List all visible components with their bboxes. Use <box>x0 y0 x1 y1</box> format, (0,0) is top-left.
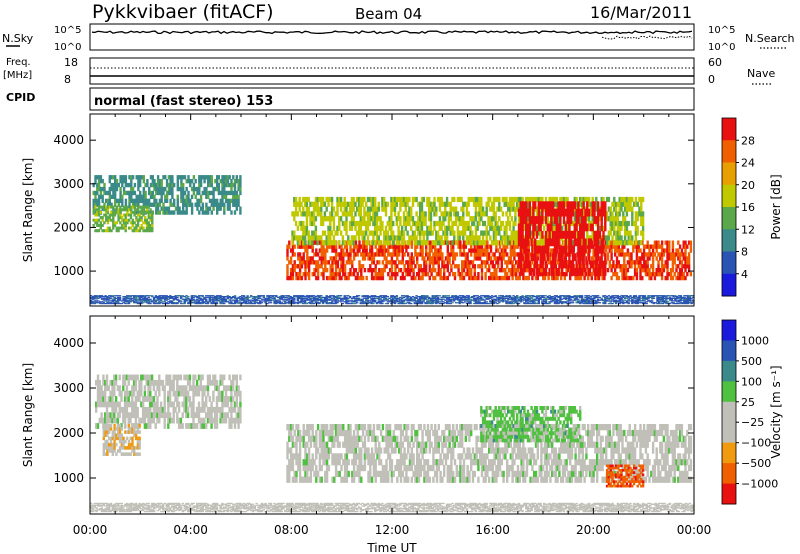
nave-label: Nave <box>747 67 775 80</box>
data-band <box>291 196 645 246</box>
data-band <box>605 464 645 488</box>
colorbar-tick-label: −500 <box>741 457 771 470</box>
nsky-strip: N.Sky 10^5 10^0 10^5 10^0 N.Search <box>2 23 795 53</box>
y-tick-label: 1000 <box>53 264 84 278</box>
colorbar-tick-label: 500 <box>741 355 762 368</box>
data-band <box>517 201 607 276</box>
y-axis-title: Slant Range [km] <box>21 363 35 467</box>
colorbar-tick-label: −25 <box>741 416 764 429</box>
data-band <box>95 374 242 429</box>
colorbar-segment <box>722 483 736 505</box>
colorbar-title: Velocity [m s⁻¹] <box>769 365 783 458</box>
colorbar-tick-label: 8 <box>741 246 748 259</box>
x-tick-label: 12:00 <box>375 523 410 537</box>
colorbar-tick-label: 28 <box>741 134 755 147</box>
data-band <box>90 502 695 513</box>
date-label: 16/Mar/2011 <box>590 3 692 22</box>
nsky-trace <box>91 30 693 35</box>
colorbar-segment <box>722 162 736 186</box>
freq-label-line2: [MHz] <box>3 70 32 81</box>
freq-strip: Freq. [MHz] 18 8 60 0 Nave <box>3 56 775 86</box>
y-tick-label: 1000 <box>53 471 84 485</box>
colorbar-segment <box>722 340 736 362</box>
x-tick-label: 00:00 <box>73 523 108 537</box>
colorbar-segment <box>722 118 736 141</box>
colorbar-segment <box>722 207 736 230</box>
colorbar-tick-label: 20 <box>741 179 755 192</box>
y-tick-label: 2000 <box>53 426 84 440</box>
colorbar-tick-label: 100 <box>741 375 762 388</box>
y-tick-label: 3000 <box>53 177 84 191</box>
colorbar-segment <box>722 360 736 382</box>
colorbar-tick-label: 1000 <box>741 334 769 347</box>
freq-bottom-tick: 8 <box>64 73 71 86</box>
colorbar-segment <box>722 251 736 275</box>
time-axis: 00:00 04:00 08:00 12:00 16:00 20:00 00:00 <box>73 523 712 537</box>
cpid-label: CPID <box>6 91 35 104</box>
colorbar-tick-label: 4 <box>741 268 748 281</box>
nsearch-bottom-tick: 10^0 <box>708 42 735 53</box>
nsky-label: N.Sky <box>2 32 34 45</box>
nsearch-label: N.Search <box>745 32 795 45</box>
x-tick-label: 00:00 <box>677 523 712 537</box>
nsky-top-tick: 10^5 <box>54 25 81 36</box>
freq-top-tick: 18 <box>64 56 78 69</box>
data-band <box>480 406 582 443</box>
colorbar-segment <box>722 401 736 423</box>
colorbar-segment <box>722 422 736 444</box>
y-axis-title: Slant Range [km] <box>21 158 35 262</box>
colorbar-segment <box>722 442 736 464</box>
colorbar-segment <box>722 184 736 208</box>
nave-bottom-tick: 0 <box>708 73 715 86</box>
colorbar-tick-label: 25 <box>741 396 755 409</box>
colorbar-segment <box>722 140 736 163</box>
colorbar-segment <box>722 320 736 341</box>
colorbar-tick-label: −100 <box>741 437 771 450</box>
colorbar-segment <box>722 381 736 403</box>
y-tick-label: 3000 <box>53 381 84 395</box>
colorbar-title: Power [dB] <box>769 174 783 239</box>
power-panel: 1000 2000 3000 4000 Slant Range [km] 4 8 12 16 20… <box>21 113 783 307</box>
data-band <box>102 424 141 456</box>
station-title: Pykkvibaer (fitACF) <box>92 1 274 23</box>
x-tick-label: 08:00 <box>274 523 309 537</box>
colorbar-tick-label: −1000 <box>741 478 778 491</box>
data-band <box>286 240 693 281</box>
freq-label-line1: Freq. <box>6 57 31 68</box>
data-band <box>92 205 154 233</box>
x-tick-label: 16:00 <box>475 523 510 537</box>
colorbar-tick-label: 12 <box>741 223 755 236</box>
x-tick-label: 04:00 <box>173 523 208 537</box>
cpid-strip: CPID normal (fast stereo) 153 <box>6 87 695 111</box>
colorbar-tick-label: 16 <box>741 201 755 214</box>
beam-label: Beam 04 <box>355 5 422 23</box>
data-band <box>90 295 695 305</box>
data-band <box>92 175 242 215</box>
y-tick-label: 4000 <box>53 336 84 350</box>
colorbar-tick-label: 24 <box>741 157 755 170</box>
x-tick-label: 20:00 <box>576 523 611 537</box>
y-tick-label: 2000 <box>53 220 84 234</box>
colorbar-segment <box>722 273 736 297</box>
nsearch-trace <box>601 35 693 40</box>
y-tick-label: 4000 <box>53 133 84 147</box>
nsky-bottom-tick: 10^0 <box>54 42 81 53</box>
nsearch-top-tick: 10^5 <box>708 25 735 36</box>
x-axis-title: Time UT <box>366 541 417 554</box>
velocity-panel: 1000 2000 3000 4000 Slant Range [km] 1000 500 1… <box>21 315 783 515</box>
colorbar-segment <box>722 229 736 252</box>
cpid-text: normal (fast stereo) 153 <box>94 94 273 109</box>
nave-top-tick: 60 <box>708 56 722 69</box>
panel-frame <box>89 315 695 515</box>
colorbar-segment <box>722 463 736 485</box>
